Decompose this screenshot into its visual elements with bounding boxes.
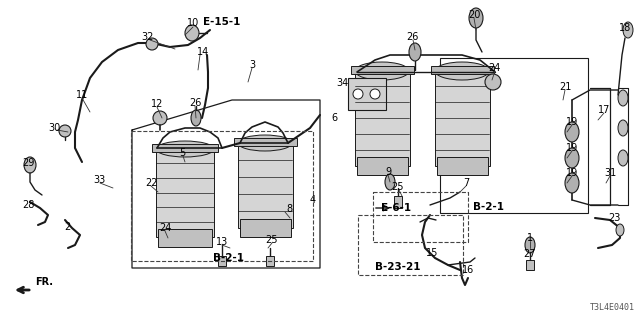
Text: 28: 28: [22, 200, 34, 210]
Text: 15: 15: [426, 248, 438, 258]
Text: 21: 21: [559, 82, 571, 92]
Ellipse shape: [616, 224, 624, 236]
Ellipse shape: [485, 74, 501, 90]
Ellipse shape: [146, 38, 158, 50]
Bar: [431, 66, 494, 74]
Bar: [238, 143, 293, 228]
Text: T3L4E0401: T3L4E0401: [590, 303, 635, 312]
Bar: [437, 157, 488, 175]
Bar: [373, 192, 468, 242]
Text: E-6-1: E-6-1: [381, 203, 411, 213]
Bar: [351, 66, 414, 74]
Text: 2: 2: [64, 222, 70, 232]
Text: 19: 19: [566, 143, 578, 153]
Text: 34: 34: [336, 78, 348, 88]
Ellipse shape: [623, 22, 633, 38]
Text: 24: 24: [488, 63, 500, 73]
Ellipse shape: [409, 43, 421, 61]
Text: 22: 22: [145, 178, 157, 188]
Bar: [526, 260, 534, 270]
Text: 10: 10: [187, 18, 199, 28]
Text: 25: 25: [266, 235, 278, 245]
Ellipse shape: [618, 120, 628, 136]
Ellipse shape: [353, 89, 363, 99]
Text: 12: 12: [151, 99, 163, 109]
Ellipse shape: [435, 62, 489, 80]
Text: 19: 19: [566, 168, 578, 178]
Text: 26: 26: [406, 32, 418, 42]
Text: 32: 32: [141, 32, 153, 42]
Text: 7: 7: [463, 178, 469, 188]
Bar: [234, 138, 297, 146]
Text: 5: 5: [179, 148, 185, 158]
Bar: [357, 157, 408, 175]
Text: 26: 26: [189, 98, 201, 108]
Ellipse shape: [618, 90, 628, 106]
Text: B-23-21: B-23-21: [375, 262, 420, 272]
Text: 27: 27: [524, 249, 536, 259]
Ellipse shape: [238, 135, 292, 151]
Bar: [156, 149, 214, 237]
Text: 3: 3: [249, 60, 255, 70]
Text: 16: 16: [462, 265, 474, 275]
Text: 8: 8: [286, 204, 292, 214]
Text: 18: 18: [619, 23, 631, 33]
Bar: [158, 229, 212, 247]
Text: 14: 14: [197, 47, 209, 57]
Text: 9: 9: [385, 167, 391, 177]
Bar: [440, 58, 588, 213]
Text: 20: 20: [468, 10, 480, 20]
Ellipse shape: [385, 174, 395, 190]
Ellipse shape: [370, 89, 380, 99]
Text: 19: 19: [566, 117, 578, 127]
Text: 11: 11: [76, 90, 88, 100]
Bar: [218, 256, 226, 266]
Text: 33: 33: [93, 175, 105, 185]
Ellipse shape: [469, 8, 483, 28]
Text: 17: 17: [598, 105, 610, 115]
Text: 31: 31: [604, 168, 616, 178]
Text: 13: 13: [216, 237, 228, 247]
Ellipse shape: [565, 173, 579, 193]
Ellipse shape: [525, 237, 535, 253]
Bar: [435, 71, 490, 166]
Text: B-2-1: B-2-1: [212, 253, 243, 263]
Ellipse shape: [565, 122, 579, 142]
Ellipse shape: [59, 125, 71, 137]
Text: B-2-1: B-2-1: [472, 202, 504, 212]
Bar: [152, 144, 218, 152]
Ellipse shape: [355, 62, 409, 80]
Ellipse shape: [185, 25, 199, 41]
Text: E-15-1: E-15-1: [204, 17, 241, 27]
Text: FR.: FR.: [35, 277, 53, 287]
Ellipse shape: [153, 111, 167, 125]
Ellipse shape: [565, 148, 579, 168]
Bar: [394, 196, 402, 208]
Text: 23: 23: [608, 213, 620, 223]
Bar: [358, 215, 463, 275]
Text: 4: 4: [310, 195, 316, 205]
Text: 25: 25: [392, 182, 404, 192]
Text: 30: 30: [48, 123, 60, 133]
Text: 6: 6: [331, 113, 337, 123]
Bar: [266, 256, 274, 266]
Ellipse shape: [24, 157, 36, 173]
Text: 1: 1: [527, 233, 533, 243]
Ellipse shape: [618, 150, 628, 166]
Text: 29: 29: [22, 158, 34, 168]
Text: 24: 24: [159, 223, 171, 233]
Bar: [131, 131, 313, 261]
Bar: [355, 71, 410, 166]
Ellipse shape: [191, 110, 201, 126]
Bar: [348, 78, 386, 110]
Ellipse shape: [156, 141, 214, 157]
Bar: [240, 219, 291, 237]
